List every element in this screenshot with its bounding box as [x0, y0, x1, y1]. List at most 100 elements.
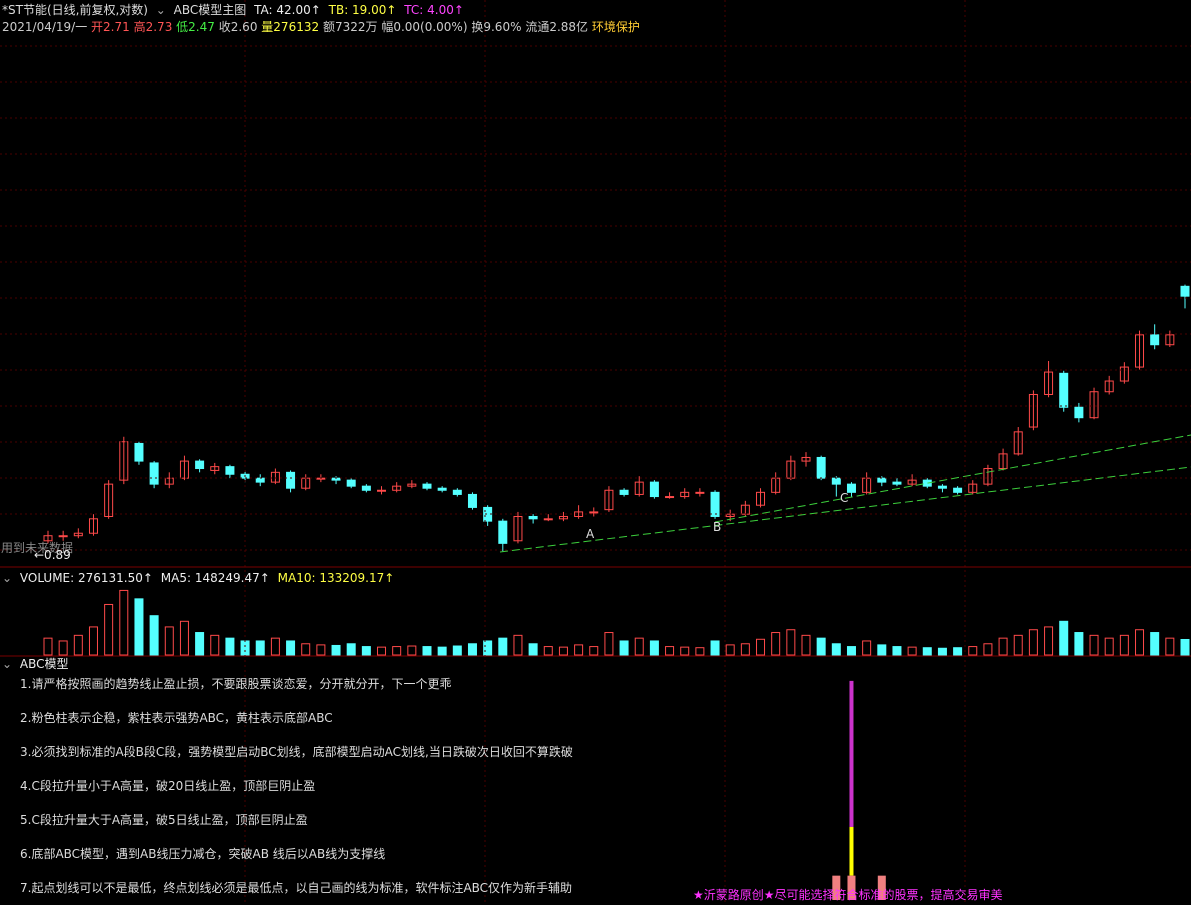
volume-bar: [589, 646, 599, 656]
volume-bar: [922, 647, 932, 656]
volume-bar: [43, 637, 53, 656]
volume-bar: [649, 640, 659, 656]
volume-bar: [225, 637, 235, 656]
volume-bar: [968, 646, 978, 656]
turnover: 换9.60%: [471, 20, 522, 34]
volume-bar: [73, 634, 83, 656]
volume-bar: [877, 644, 887, 656]
volume-bar: [831, 643, 841, 656]
icon[interactable]: ⌄: [2, 571, 13, 585]
volume-bar: [862, 640, 872, 656]
volume-bar: [771, 632, 781, 656]
indicator-name[interactable]: ABC模型主图: [173, 3, 247, 17]
volume-bar: [467, 643, 477, 656]
volume-bar: [164, 626, 174, 656]
volume-bar: [756, 638, 766, 656]
volume-bar: [58, 640, 68, 656]
sector[interactable]: 环境保护: [591, 20, 640, 34]
warning: 用到未来数据: [1, 541, 74, 555]
volume-bar: [119, 589, 129, 656]
ma5: MA5: 148249.47↑: [160, 571, 270, 585]
volume-bar: [104, 603, 114, 656]
volume-bar: [392, 646, 402, 656]
volume-bar: [422, 646, 432, 656]
title: *ST节能(日线,前复权,对数): [2, 3, 148, 17]
point-label: B: [713, 520, 721, 534]
volume-bar: [998, 637, 1008, 656]
volume-bar: [619, 640, 629, 656]
volume-bar: [483, 640, 493, 656]
volume-bar: [149, 615, 159, 656]
note: 4.C段拉升量小于A高量，破20日线止盈，顶部巨阴止盈: [20, 779, 316, 793]
volume: 量276132: [261, 20, 320, 34]
volume-bar: [361, 646, 371, 656]
volume-bar: [695, 647, 705, 656]
volume-bar: [528, 643, 538, 656]
volume-bar: [513, 634, 523, 656]
amount: 额7322万: [322, 20, 378, 34]
tc: TC: 4.00↑: [404, 3, 464, 17]
volume-bar: [437, 646, 447, 656]
note: 3.必须找到标准的A段B段C段，强势模型启动BC划线，底部模型启动AC划线,当日…: [20, 745, 573, 759]
icon[interactable]: ⌄: [155, 3, 166, 17]
abc-title: ABC模型: [19, 657, 69, 671]
abc-bar: [832, 875, 841, 900]
volume-bar: [846, 646, 856, 656]
quote: 2021/04/19/一 开2.71 高2.73 低2.47 收2.60 量27…: [2, 20, 640, 34]
volume-bar: [1135, 629, 1145, 656]
volume-bar: [240, 640, 250, 656]
volume-bar: [1013, 634, 1023, 656]
change: 幅0.00(0.00%): [381, 20, 468, 34]
volume-bar: [1089, 634, 1099, 656]
point-label: A: [586, 527, 595, 541]
volume-bar: [498, 637, 508, 656]
volume-bar: [1165, 637, 1175, 656]
high: 高2.73: [133, 20, 173, 34]
volume-bar: [134, 598, 144, 656]
volume-bar: [255, 640, 265, 656]
abc-bar: [847, 875, 856, 900]
volume-bar: [1119, 634, 1129, 656]
volume-bar: [558, 646, 568, 656]
header: *ST节能(日线,前复权,对数) ⌄ ABC模型主图 TA: 42.00↑ TB…: [2, 3, 468, 17]
volume-bar: [710, 640, 720, 656]
ta: TA: 42.00↑: [254, 3, 321, 17]
volume-bar: [680, 646, 690, 656]
volume-bar: [1150, 632, 1160, 656]
abc-bar: [849, 680, 854, 827]
volume-bar: [270, 637, 280, 656]
volume-bar: [331, 644, 341, 656]
note: 1.请严格按照画的趋势线止盈止损，不要跟股票谈恋爱，分开就分开，下一个更乖: [20, 677, 452, 691]
volume-bar: [937, 647, 947, 656]
trend-line: [499, 466, 1191, 553]
volume-bar: [953, 647, 963, 656]
volume-bar: [725, 644, 735, 656]
volume-bar: [983, 643, 993, 656]
volume-bar: [210, 634, 220, 656]
volume-bar: [179, 620, 189, 656]
volume-bar: [740, 643, 750, 656]
volume-bar: [634, 637, 644, 656]
float: 流通2.88亿: [525, 20, 589, 34]
ma10: MA10: 133209.17↑: [277, 571, 395, 585]
volume-bar: [316, 644, 326, 656]
icon[interactable]: ⌄: [2, 657, 13, 671]
volume-title: VOLUME: 276131.50↑: [19, 571, 153, 585]
note: 6.底部ABC模型，遇到AB线压力减仓，突破AB 线后以AB线为支撑线: [20, 847, 386, 861]
volume-bar: [543, 646, 553, 656]
note: 5.C段拉升量大于A高量，破5日线止盈，顶部巨阴止盈: [20, 813, 308, 827]
abc-bar: [877, 875, 886, 900]
abc-bar: [849, 826, 854, 876]
volume-bar: [407, 645, 417, 656]
close: 收2.60: [218, 20, 258, 34]
volume-bar: [346, 643, 356, 656]
trend-line: [714, 434, 1191, 523]
volume-bar: [377, 646, 387, 656]
volume-bar: [892, 646, 902, 656]
volume-bar: [665, 646, 675, 656]
open: 开2.71: [91, 20, 130, 34]
volume-bar: [88, 626, 98, 656]
footer: ★沂蒙路原创★尽可能选择符合标准的股票，提高交易审美: [693, 888, 1003, 902]
